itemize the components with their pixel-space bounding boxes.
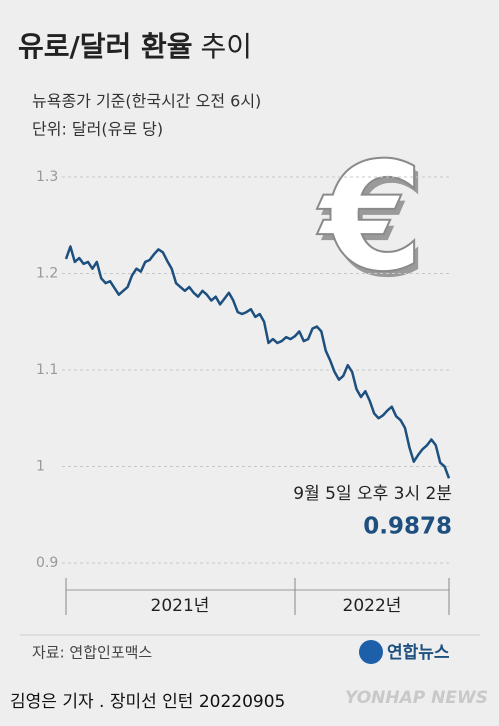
title-suffix: 추이	[201, 30, 253, 63]
annotation: 9월 5일 오후 3시 2분	[293, 484, 452, 504]
euro-shadow: €	[321, 137, 428, 311]
logo-mark	[359, 640, 383, 664]
chart-title: 유로/달러 환율 추이	[18, 30, 252, 63]
y-tick-label: 1.1	[36, 362, 58, 378]
y-tick-label: 0.9	[36, 555, 58, 571]
subtitle: 뉴욕종가 기준(한국시간 오전 6시)	[32, 92, 261, 111]
value-label: 0.9878	[363, 514, 452, 540]
y-tick-label: 1	[36, 459, 45, 475]
logo-text: 연합뉴스	[387, 642, 450, 663]
euro-icon: € €	[316, 130, 428, 311]
plot: 0.9 1 1.1 1.2 1.3 0.9878	[36, 169, 452, 571]
y-tick-label: 1.2	[36, 266, 58, 282]
source: 자료: 연합인포맥스	[32, 644, 152, 662]
year-label: 2021년	[151, 596, 210, 616]
credit: 김영은 기자 . 장미선 인턴 20220905	[10, 692, 285, 712]
y-tick-label: 1.3	[36, 169, 58, 185]
unit-note: 단위: 달러(유로 당)	[32, 120, 163, 139]
watermark: YONHAP NEWS	[345, 688, 488, 708]
data-line	[64, 245, 451, 479]
title-main: 유로/달러 환율	[18, 30, 193, 63]
euro-glyph: €	[317, 131, 424, 305]
year-label: 2022년	[343, 596, 402, 616]
